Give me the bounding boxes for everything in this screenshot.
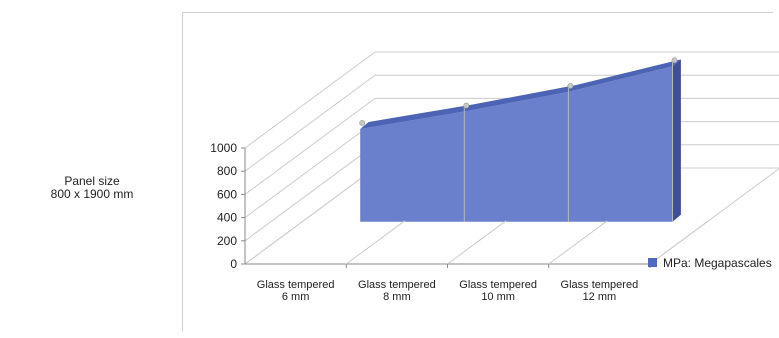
chart-area-series [360,59,681,222]
area-side-face [672,59,681,222]
y-tick-label: 200 [217,234,237,248]
y-tick-label: 0 [230,257,237,271]
x-category-label-line: 12 mm [583,291,617,303]
y-tick-label: 800 [217,164,237,178]
chart-frame [182,12,773,331]
panel-size-label: Panel size 800 x 1900 mm [32,175,152,201]
x-category-label-line: Glass tempered [561,279,639,291]
x-category-label-line: Glass tempered [459,279,537,291]
area-top-face [360,59,681,129]
chart-legend: MPa: Megapascales [648,256,772,270]
legend-swatch [648,258,657,267]
x-category-label: Glass tempered 6 mm [257,279,335,303]
data-point [359,120,366,126]
y-tick-label: 400 [217,211,237,225]
legend-label: MPa: Megapascales [663,256,772,270]
chart-data-points [359,57,678,126]
x-category-divider [447,220,507,265]
x-category-label-line: 6 mm [282,291,310,303]
data-point [463,102,470,109]
x-category-label-line: Glass tempered [358,279,436,291]
data-point [671,57,678,64]
y-axis: 0 200 400 600 800 1000 [210,141,246,271]
y-tick-label: 1000 [210,141,237,155]
x-category-label-line: 8 mm [383,291,411,303]
panel-size-dimensions: 800 x 1900 mm [50,187,134,201]
x-category-divider [345,220,406,265]
panel-size-title: Panel size [64,174,120,188]
x-category-divider [548,220,608,265]
chart-drop-lines [463,60,673,222]
x-category-divider [649,220,709,265]
area-front-face [360,66,673,222]
x-category-label-line: Glass tempered [257,279,335,291]
gridline [244,51,779,149]
data-point [567,82,574,89]
x-category-label: Glass tempered 12 mm [561,279,639,303]
x-category-label: Glass tempered 8 mm [358,279,436,303]
x-category-label: Glass tempered 10 mm [459,279,537,303]
x-category-label-line: 10 mm [481,291,515,303]
y-tick-label: 600 [217,187,237,201]
